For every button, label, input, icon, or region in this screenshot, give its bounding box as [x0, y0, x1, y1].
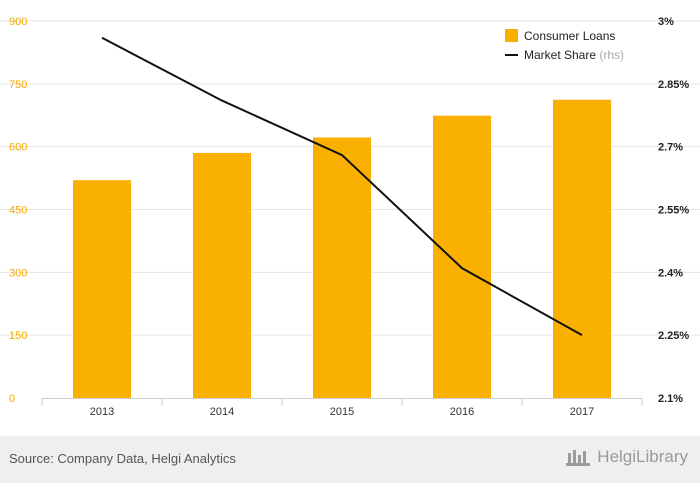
- bar-consumer-loans-2015: [313, 137, 371, 398]
- footer: Source: Company Data, Helgi Analytics He…: [0, 436, 700, 483]
- y-right-tick-label: 2.25%: [658, 330, 689, 342]
- y-right-tick-label: 2.4%: [658, 267, 683, 279]
- x-tick-label: 2014: [210, 406, 234, 418]
- brand-logo: HelgiLibrary: [565, 447, 688, 467]
- y-left-tick-label: 300: [9, 267, 27, 279]
- y-left-tick-label: 600: [9, 142, 27, 154]
- bar-consumer-loans-2016: [433, 115, 491, 399]
- library-icon: [566, 450, 591, 466]
- legend-label-market-share: Market Share (rhs): [524, 48, 624, 62]
- x-tick-label: 2016: [450, 406, 474, 418]
- chart: 2013 2014 2015 2016 2017 0 150 300 450 600 750 900…: [0, 16, 700, 418]
- brand-name: HelgiLibrary: [597, 447, 688, 466]
- y-right-tick-label: 2.7%: [658, 142, 683, 154]
- y-right-tick-label: 2.55%: [658, 205, 689, 217]
- bar-consumer-loans-2013: [73, 180, 131, 398]
- x-axis-ticks: 2013 2014 2015 2016 2017: [41, 398, 643, 418]
- legend: Consumer Loans Market Share (rhs): [505, 29, 624, 62]
- y-left-tick-label: 150: [9, 330, 27, 342]
- bar-consumer-loans-2017: [553, 99, 611, 399]
- legend-swatch-consumer-loans: [505, 29, 518, 42]
- x-tick-label: 2015: [330, 406, 354, 418]
- y-right-tick-label: 2.1%: [658, 393, 683, 405]
- legend-label-consumer-loans: Consumer Loans: [524, 29, 615, 43]
- y-left-tick-label: 750: [9, 79, 27, 91]
- y-left-tick-label: 450: [9, 205, 27, 217]
- y-axis-right-ticks: 2.1% 2.25% 2.4% 2.55% 2.7% 2.85% 3%: [658, 16, 689, 405]
- bar-series: [73, 99, 611, 399]
- bar-consumer-loans-2014: [193, 152, 251, 398]
- x-tick-label: 2013: [90, 406, 114, 418]
- y-right-tick-label: 3%: [658, 16, 674, 28]
- x-tick-label: 2017: [570, 406, 594, 418]
- source-note: Source: Company Data, Helgi Analytics: [9, 451, 236, 466]
- y-left-tick-label: 900: [9, 16, 27, 28]
- y-axis-left-ticks: 0 150 300 450 600 750 900: [9, 16, 27, 405]
- y-left-tick-label: 0: [9, 393, 15, 405]
- market-share-line: [101, 36, 583, 337]
- y-right-tick-label: 2.85%: [658, 79, 689, 91]
